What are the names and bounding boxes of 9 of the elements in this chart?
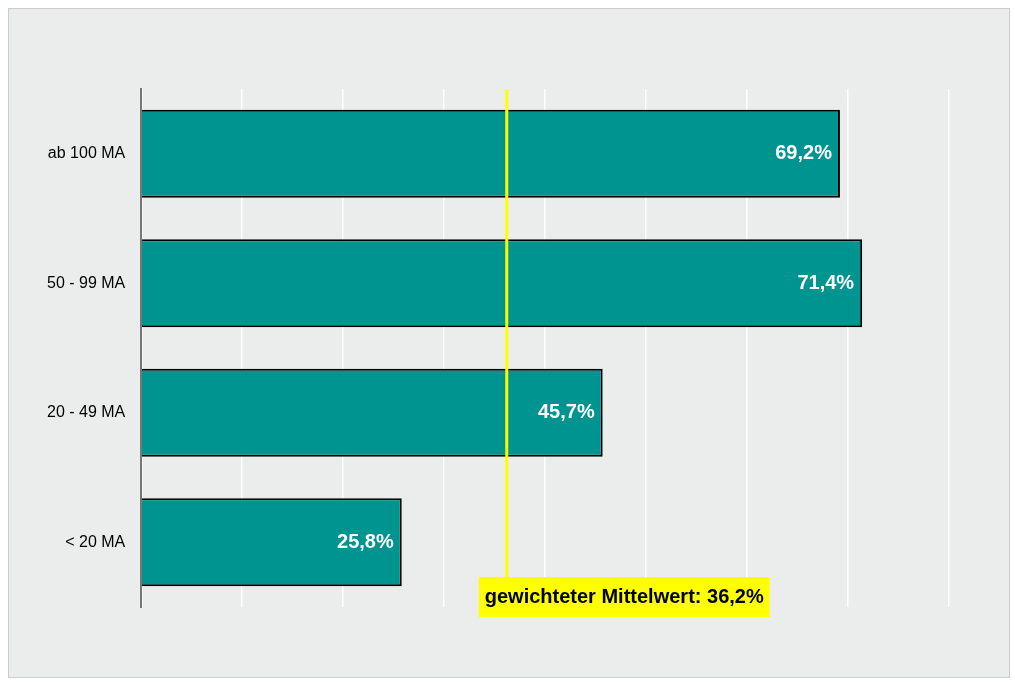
y-tick-label: ab 100 MA xyxy=(47,144,126,162)
data-label: 69,2% xyxy=(775,141,833,164)
y-tick-label: 20 - 49 MA xyxy=(46,403,126,421)
y-tick-label: 50 - 99 MA xyxy=(46,273,126,291)
data-label: 25,8% xyxy=(337,529,394,552)
data-label: 71,4% xyxy=(797,270,855,293)
ref-line-label: gewichteter Mittelwert: 36,2% xyxy=(484,584,764,607)
y-tick-label: < 20 MA xyxy=(65,532,126,550)
data-label: 45,7% xyxy=(537,400,595,423)
